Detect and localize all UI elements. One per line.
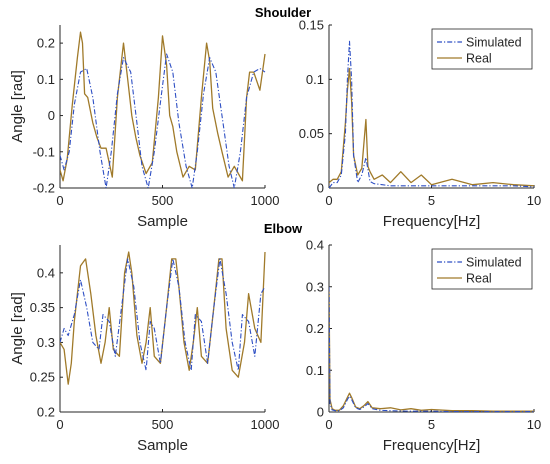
y-tick-label: -0.1 [33, 144, 55, 159]
x-tick-label: 1000 [251, 193, 280, 208]
y-tick-label: 0.1 [306, 72, 324, 87]
y-axis-label: Angle [rad] [9, 70, 26, 143]
x-tick-label: 10 [527, 193, 541, 208]
x-tick-label: 0 [56, 193, 63, 208]
shoulder-title: Shoulder [255, 5, 311, 20]
y-tick-label: 0.4 [37, 265, 55, 280]
x-tick-label: 10 [527, 417, 541, 432]
x-tick-label: 0 [56, 417, 63, 432]
panel-elbow_time: 0 500 1000 0.2 0.25 0.3 0.35 0.4 Sample Angle [ra… [9, 245, 279, 454]
legend: Simulated Real [431, 248, 533, 290]
y-tick-label: 0 [48, 108, 55, 123]
legend-label-real: Real [466, 272, 492, 286]
legend-box [431, 248, 533, 290]
panel-shoulder_time: 0 500 1000 -0.2 -0.1 0 0.1 0.2 Sample Angle [rad] [9, 25, 279, 230]
y-tick-label: 0 [317, 181, 324, 196]
x-axis-label: Sample [137, 213, 188, 230]
legend-label-simulated: Simulated [466, 256, 522, 270]
series-line-real [329, 67, 535, 187]
x-tick-label: 0 [325, 193, 332, 208]
y-tick-label: 0.3 [306, 279, 324, 294]
y-tick-label: 0.15 [299, 18, 324, 33]
legend: Simulated Real [431, 28, 533, 70]
x-tick-label: 1000 [251, 417, 280, 432]
y-tick-label: 0.2 [37, 405, 55, 420]
y-tick-label: 0.25 [30, 370, 55, 385]
series-line-real [60, 251, 266, 385]
panel-elbow_freq: 0 5 10 0 0.1 0.2 0.3 0.4 Frequency[Hz] Simulated R… [306, 238, 541, 455]
y-tick-label: 0.3 [37, 335, 55, 350]
series-line-real [60, 31, 266, 182]
x-tick-label: 500 [152, 193, 174, 208]
y-tick-label: 0.1 [306, 363, 324, 378]
y-axis-label: Angle [rad] [9, 292, 26, 365]
series-line-real [329, 286, 534, 412]
y-tick-label: 0.4 [306, 238, 324, 253]
y-tick-label: 0.05 [299, 126, 324, 141]
series-line-simulated [60, 53, 266, 188]
y-tick-label: -0.2 [33, 181, 55, 196]
y-tick-label: 0.35 [30, 300, 55, 315]
legend-label-real: Real [466, 52, 492, 66]
x-axis-label: Sample [137, 437, 188, 454]
y-tick-label: 0.2 [306, 321, 324, 336]
y-tick-label: 0.2 [37, 36, 55, 51]
x-tick-label: 500 [152, 417, 174, 432]
y-tick-label: 0 [317, 405, 324, 420]
series-line-simulated [60, 258, 266, 371]
x-tick-label: 5 [428, 193, 435, 208]
x-axis-label: Frequency[Hz] [383, 213, 481, 230]
series-line-simulated [329, 286, 534, 412]
panel-shoulder_freq: 0 5 10 0 0.05 0.1 0.15 Frequency[Hz] Simulated Re… [299, 18, 542, 231]
legend-box [431, 28, 533, 70]
x-tick-label: 5 [428, 417, 435, 432]
series-line-simulated [329, 40, 535, 188]
y-tick-label: 0.1 [37, 72, 55, 87]
x-tick-label: 0 [325, 417, 332, 432]
x-axis-label: Frequency[Hz] [383, 437, 481, 454]
elbow-title: Elbow [264, 221, 303, 236]
legend-label-simulated: Simulated [466, 36, 522, 50]
